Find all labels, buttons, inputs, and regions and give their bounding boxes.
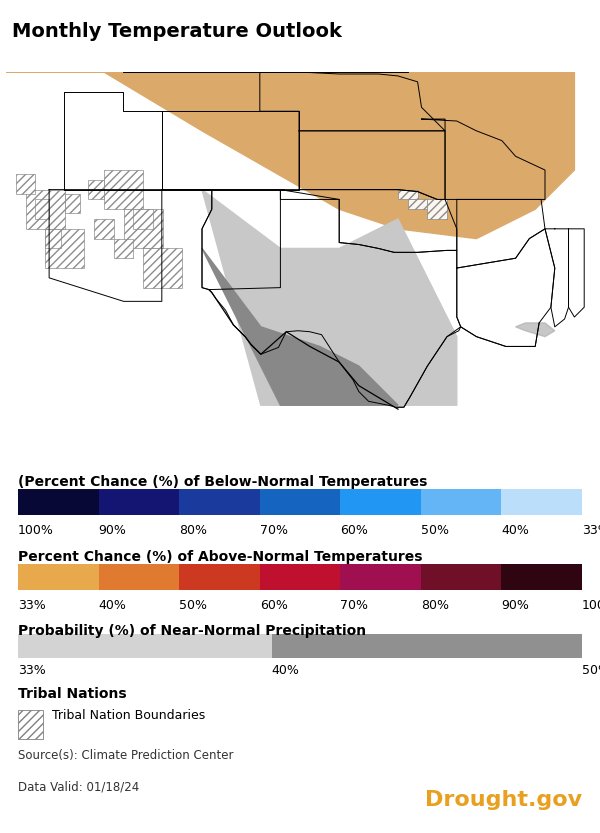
Text: 33%: 33%	[18, 664, 46, 676]
Polygon shape	[16, 174, 35, 193]
Text: 40%: 40%	[502, 524, 529, 536]
Text: 60%: 60%	[340, 524, 368, 536]
Text: Percent Chance (%) of Above-Normal Temperatures: Percent Chance (%) of Above-Normal Tempe…	[18, 550, 422, 564]
FancyBboxPatch shape	[421, 564, 502, 591]
Text: 50%: 50%	[421, 524, 449, 536]
FancyBboxPatch shape	[98, 489, 179, 516]
FancyBboxPatch shape	[502, 489, 582, 516]
Polygon shape	[515, 323, 555, 337]
FancyBboxPatch shape	[18, 711, 43, 739]
Text: Probability (%) of Near-Normal Precipitation: Probability (%) of Near-Normal Precipita…	[18, 624, 366, 638]
FancyBboxPatch shape	[340, 564, 421, 591]
Text: 60%: 60%	[260, 598, 287, 611]
Polygon shape	[124, 209, 163, 248]
Polygon shape	[398, 190, 418, 199]
Text: 90%: 90%	[502, 598, 529, 611]
Text: 33%: 33%	[18, 598, 46, 611]
Text: 40%: 40%	[272, 664, 299, 676]
Text: 90%: 90%	[98, 524, 127, 536]
Polygon shape	[45, 229, 85, 268]
Text: Data Valid: 01/18/24: Data Valid: 01/18/24	[18, 781, 139, 793]
Text: 33%: 33%	[582, 524, 600, 536]
Polygon shape	[65, 193, 80, 213]
Polygon shape	[6, 72, 574, 238]
Text: 70%: 70%	[340, 598, 368, 611]
FancyBboxPatch shape	[18, 489, 98, 516]
FancyBboxPatch shape	[340, 489, 421, 516]
Text: 80%: 80%	[421, 598, 449, 611]
Text: 50%: 50%	[582, 664, 600, 676]
Text: Tribal Nations: Tribal Nations	[18, 687, 127, 701]
Text: 100%: 100%	[582, 598, 600, 611]
Text: 80%: 80%	[179, 524, 207, 536]
FancyBboxPatch shape	[98, 564, 179, 591]
Text: Source(s): Climate Prediction Center: Source(s): Climate Prediction Center	[18, 749, 233, 762]
Text: Monthly Temperature Outlook: Monthly Temperature Outlook	[12, 22, 342, 41]
Polygon shape	[114, 238, 133, 258]
FancyBboxPatch shape	[260, 489, 340, 516]
Polygon shape	[202, 248, 398, 405]
Polygon shape	[26, 190, 65, 229]
Text: Tribal Nation Boundaries: Tribal Nation Boundaries	[52, 709, 205, 722]
Polygon shape	[88, 180, 104, 199]
FancyBboxPatch shape	[179, 564, 260, 591]
Text: 70%: 70%	[260, 524, 288, 536]
Polygon shape	[45, 229, 61, 248]
Polygon shape	[143, 248, 182, 287]
Text: 50%: 50%	[179, 598, 207, 611]
FancyBboxPatch shape	[260, 564, 340, 591]
Polygon shape	[408, 199, 427, 209]
Polygon shape	[94, 219, 114, 238]
FancyBboxPatch shape	[502, 564, 582, 591]
FancyBboxPatch shape	[18, 634, 272, 658]
Polygon shape	[35, 199, 49, 219]
Polygon shape	[133, 209, 153, 229]
FancyBboxPatch shape	[18, 564, 98, 591]
FancyBboxPatch shape	[272, 634, 582, 658]
Text: 40%: 40%	[98, 598, 127, 611]
Polygon shape	[104, 170, 143, 209]
Text: (Percent Chance (%) of Below-Normal Temperatures: (Percent Chance (%) of Below-Normal Temp…	[18, 475, 427, 489]
Text: Drought.gov: Drought.gov	[425, 790, 582, 810]
Polygon shape	[202, 190, 457, 405]
FancyBboxPatch shape	[179, 489, 260, 516]
Text: 100%: 100%	[18, 524, 54, 536]
Polygon shape	[427, 199, 447, 219]
FancyBboxPatch shape	[421, 489, 502, 516]
